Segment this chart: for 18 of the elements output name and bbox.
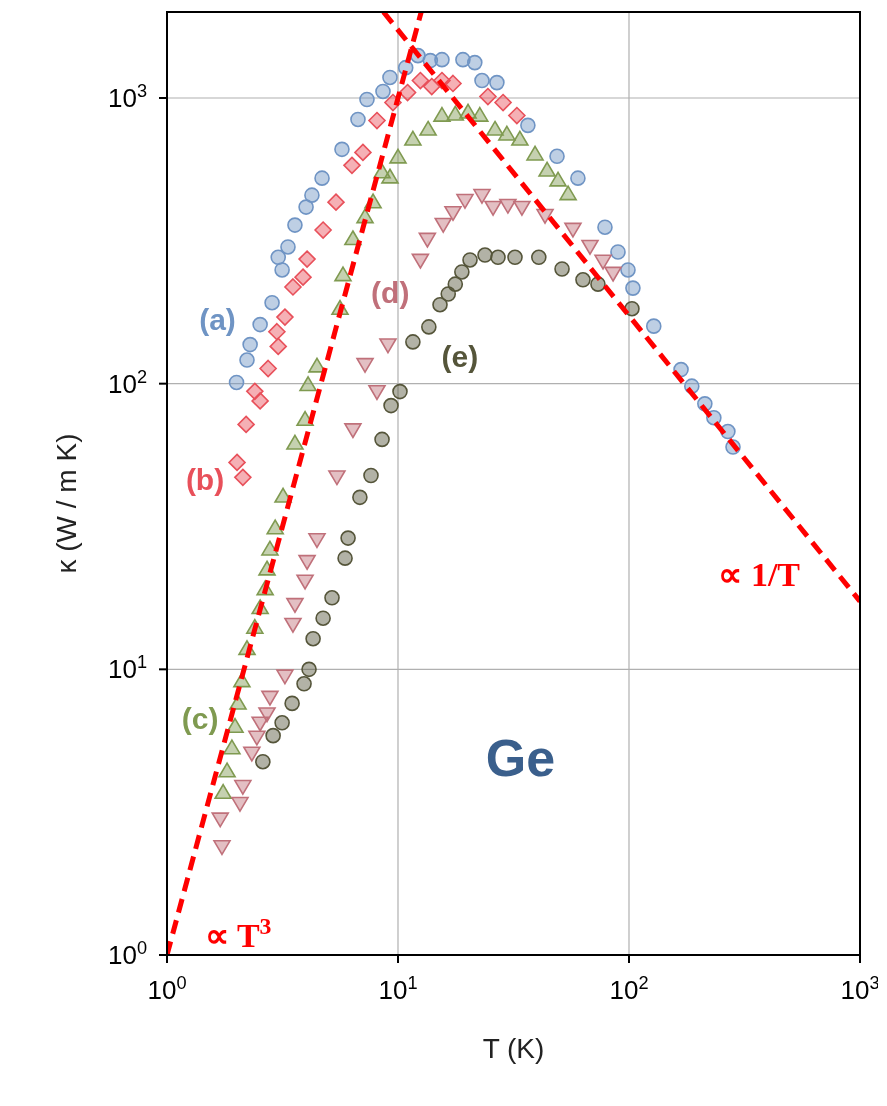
series-label: (c) [181,701,219,735]
series-label: (b) [185,463,225,497]
x-tick-label: 10$^{0}$ [147,973,187,1005]
y-tick-label: 10$^{2}$ [107,366,147,399]
y-tick-label: 10$^{0}$ [107,938,147,970]
series-label: (d) [371,275,410,309]
series-label: (a) [199,303,236,337]
series-label: ∝ T$^{3}$ [205,913,272,954]
y-axis-title: κ (W / m K) [50,433,82,574]
y-tick-label: 10$^{1}$ [107,652,147,685]
series-label: ∝ 1/T [718,556,801,594]
x-tick-label: 10$^{2}$ [609,973,649,1005]
y-tick-label: 10$^{3}$ [107,80,147,113]
x-tick-label: 10$^{1}$ [378,973,418,1005]
annotation: Ge [485,728,556,787]
series-label: (e) [441,339,479,373]
x-axis-title: T (K) [482,1033,545,1064]
x-tick-label: 10$^{3}$ [840,973,880,1005]
